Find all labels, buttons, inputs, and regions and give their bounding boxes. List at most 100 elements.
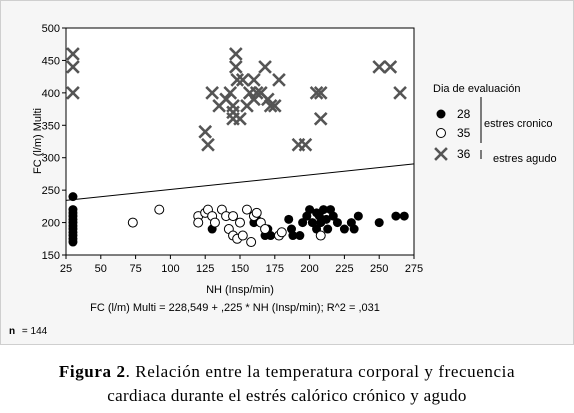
point-series-36 (309, 86, 324, 100)
legend-marker-35 (436, 128, 446, 138)
point-series-36 (249, 86, 264, 100)
point-series-28 (328, 211, 338, 221)
point-series-36 (313, 86, 328, 100)
point-series-36 (383, 60, 398, 74)
point-series-35 (127, 217, 138, 228)
point-series-35 (276, 227, 287, 238)
y-tick-label: 500 (42, 23, 60, 35)
point-series-28 (319, 205, 329, 215)
x-tick-label: 175 (266, 263, 284, 275)
point-series-28 (307, 218, 317, 228)
y-tick-label: 250 (42, 185, 60, 197)
point-series-36 (313, 111, 328, 126)
point-series-36 (228, 47, 243, 61)
y-tick-label: 300 (42, 153, 60, 165)
point-series-36 (298, 137, 313, 152)
point-series-28 (323, 224, 333, 234)
regression-equation: FC (l/m) Multi = 228,549 + ,225 * NH (In… (90, 302, 380, 314)
point-series-28 (284, 214, 294, 224)
point-series-35 (315, 230, 326, 241)
y-tick-label: 450 (42, 55, 60, 67)
y-tick-label: 150 (42, 250, 60, 262)
point-series-35 (241, 204, 252, 215)
point-series-36 (267, 98, 282, 113)
y-tick-label: 400 (42, 88, 60, 100)
point-series-28 (349, 224, 359, 234)
point-series-36 (235, 73, 250, 87)
point-series-36 (198, 124, 213, 139)
caption-line-1: Figura 2. Relación entre la temperatura … (0, 362, 574, 382)
x-tick-label: 75 (129, 263, 141, 275)
scatter-chart: 150 200 250 300 350 400 450 500 25 50 75 100 125 150… (9, 23, 557, 337)
point-series-28 (399, 211, 409, 221)
y-axis-label: FC (l/m) Multi (32, 108, 44, 174)
point-series-28 (295, 231, 305, 241)
point-series-35 (193, 217, 204, 228)
point-series-36 (247, 73, 261, 87)
point-series-36 (228, 60, 243, 74)
x-tick-label: 50 (95, 263, 107, 275)
point-series-35 (237, 230, 248, 241)
legend: Dia de evaluación 28 35 36 estres cronico est… (433, 83, 557, 165)
x-tick-label: 250 (370, 263, 388, 275)
legend-title: Dia de evaluación (433, 83, 520, 95)
data-points (66, 47, 409, 248)
point-series-35 (235, 217, 245, 228)
point-series-28 (353, 211, 363, 221)
caption-line-2: cardiaca durante el estrés calórico crón… (107, 386, 467, 405)
point-series-35 (228, 211, 239, 222)
point-series-35 (251, 207, 262, 218)
point-series-28 (266, 231, 276, 241)
point-series-36 (393, 86, 407, 100)
caption-text-1: . Relación entre la temperatura corporal… (125, 362, 516, 381)
x-tick-label: 200 (300, 263, 318, 275)
series-35 (127, 204, 326, 248)
point-series-28 (298, 218, 308, 228)
point-series-35 (209, 217, 220, 228)
sample-size-label: n = 144 (9, 326, 48, 337)
figure-label: Figura 2 (58, 362, 126, 381)
point-series-36 (66, 47, 80, 61)
sample-size-value: = 144 (22, 326, 48, 337)
point-series-36 (226, 98, 240, 113)
trendline (65, 163, 415, 201)
point-series-28 (374, 218, 384, 228)
point-series-35 (260, 224, 271, 235)
y-tick-label: 200 (42, 218, 60, 230)
legend-label-36: 36 (457, 147, 471, 161)
point-series-28 (68, 237, 78, 247)
x-tick-label: 150 (231, 263, 249, 275)
point-series-36 (272, 73, 286, 87)
legend-group-label: estres cronico (484, 118, 552, 130)
point-series-28 (339, 224, 349, 234)
x-tick-label: 275 (405, 263, 423, 275)
point-series-36 (372, 60, 387, 74)
point-series-28 (321, 214, 331, 224)
point-series-36 (66, 60, 80, 74)
point-series-28 (288, 231, 298, 241)
point-series-35 (246, 237, 257, 248)
x-axis-label: NH (Insp/min) (206, 284, 274, 296)
point-series-28 (391, 211, 401, 221)
x-tick-label: 225 (335, 263, 353, 275)
point-series-36 (258, 60, 272, 74)
point-series-36 (201, 137, 215, 152)
point-series-28 (68, 192, 78, 202)
series-36 (66, 47, 407, 152)
point-series-28 (332, 218, 342, 228)
point-series-35 (154, 204, 165, 215)
y-axis: 150 200 250 300 350 400 450 500 (42, 23, 66, 262)
regression-line (65, 163, 415, 201)
legend-label-35: 35 (457, 126, 471, 140)
sample-size-n: n (9, 326, 15, 337)
point-series-36 (263, 98, 278, 113)
x-tick-label: 25 (60, 263, 72, 275)
legend-label-28: 28 (457, 107, 471, 121)
legend-marker-36 (434, 147, 448, 161)
point-series-36 (233, 111, 247, 126)
point-series-36 (66, 86, 80, 100)
legend-marker-28 (436, 109, 446, 119)
legend-group-label: estres agudo (493, 153, 557, 165)
x-axis: 25 50 75 100 125 150 175 200 225 250 275 (60, 255, 423, 275)
point-series-28 (305, 205, 315, 215)
